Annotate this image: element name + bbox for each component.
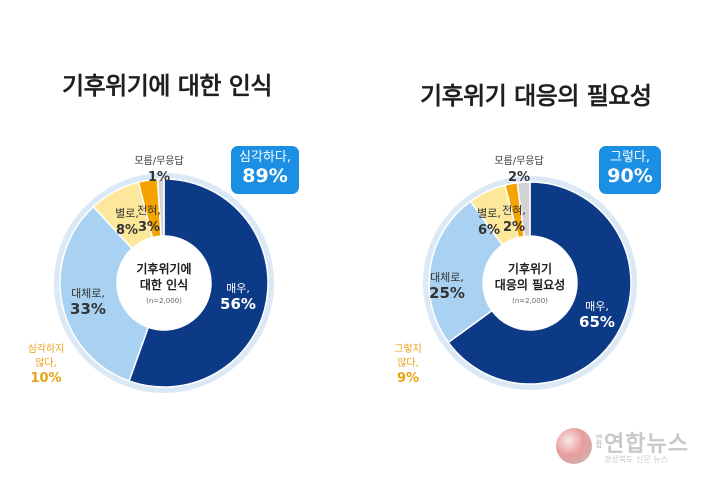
pie-hole-right [483, 236, 577, 330]
slice-label-right-3: 전혀, [502, 204, 526, 217]
callout-badge-left: 심각하다, 89% [231, 146, 299, 194]
watermark-logo: 연합 연합뉴스 경상북도 신문 뉴스 [552, 424, 712, 472]
chart-title-left: 기후위기에 대한 인식 [62, 72, 272, 100]
negative-note-label-right-0: 그렇지 [394, 342, 422, 355]
center-label-right: 기후위기 대응의 필요성 [495, 261, 565, 292]
watermark-name: 연합뉴스 [604, 432, 689, 457]
callout-value-right: 90% [607, 164, 653, 187]
slice-value-left-2: 8% [116, 223, 138, 238]
slice-label-right-1: 대체로, [430, 271, 464, 284]
negative-note-label-left-1: 않다, [35, 357, 57, 369]
center-label-line-left-1: 대한 인식 [140, 277, 188, 292]
slice-value-right-0: 65% [579, 313, 615, 331]
slice-value-left-1: 33% [70, 300, 106, 318]
callout-label-left: 심각하다, [239, 150, 291, 165]
center-note-left: (n=2,000) [146, 297, 182, 305]
watermark-tagline: 경상북도 신문 뉴스 [604, 455, 668, 464]
center-label-line-right-0: 기후위기 [508, 261, 552, 276]
callout-badge-right: 그렇다, 90% [599, 146, 661, 194]
slice-label-right-4: 모름/무응답 [494, 155, 543, 167]
callout-value-left: 89% [242, 164, 288, 187]
center-note-right: (n=2,000) [512, 297, 548, 305]
slice-value-left-4: 1% [148, 170, 170, 185]
center-label-line-right-1: 대응의 필요성 [495, 277, 565, 292]
callout-label-right: 그렇다, [609, 150, 650, 165]
slice-label-left-3: 전혀, [137, 204, 161, 217]
slice-label-left-2: 별로, [115, 207, 139, 220]
slice-value-right-3: 2% [503, 220, 525, 235]
negative-note-label-right-1: 않다, [397, 357, 419, 369]
slice-label-right-0: 매우, [585, 300, 609, 313]
slice-value-right-4: 2% [508, 170, 530, 185]
slice-value-left-0: 56% [220, 295, 256, 313]
center-label-left: 기후위기에 대한 인식 [136, 261, 191, 292]
slice-value-right-2: 6% [478, 223, 500, 238]
slice-label-left-4: 모름/무응답 [134, 155, 183, 167]
globe-icon [556, 428, 592, 464]
watermark-sub: 연합 [595, 434, 603, 448]
slice-label-left-0: 매우, [226, 282, 250, 295]
negative-note-value-right: 9% [397, 371, 419, 386]
negative-note-value-left: 10% [30, 371, 61, 386]
slice-value-right-1: 25% [429, 284, 465, 302]
center-label-line-left-0: 기후위기에 [136, 261, 191, 276]
pie-hole-left [117, 236, 211, 330]
slice-label-right-2: 별로, [477, 207, 501, 220]
negative-note-label-left-0: 심각하지 [28, 342, 65, 355]
chart-title-right: 기후위기 대응의 필요성 [420, 82, 652, 110]
slice-label-left-1: 대체로, [71, 287, 105, 300]
slice-value-left-3: 3% [138, 220, 160, 235]
